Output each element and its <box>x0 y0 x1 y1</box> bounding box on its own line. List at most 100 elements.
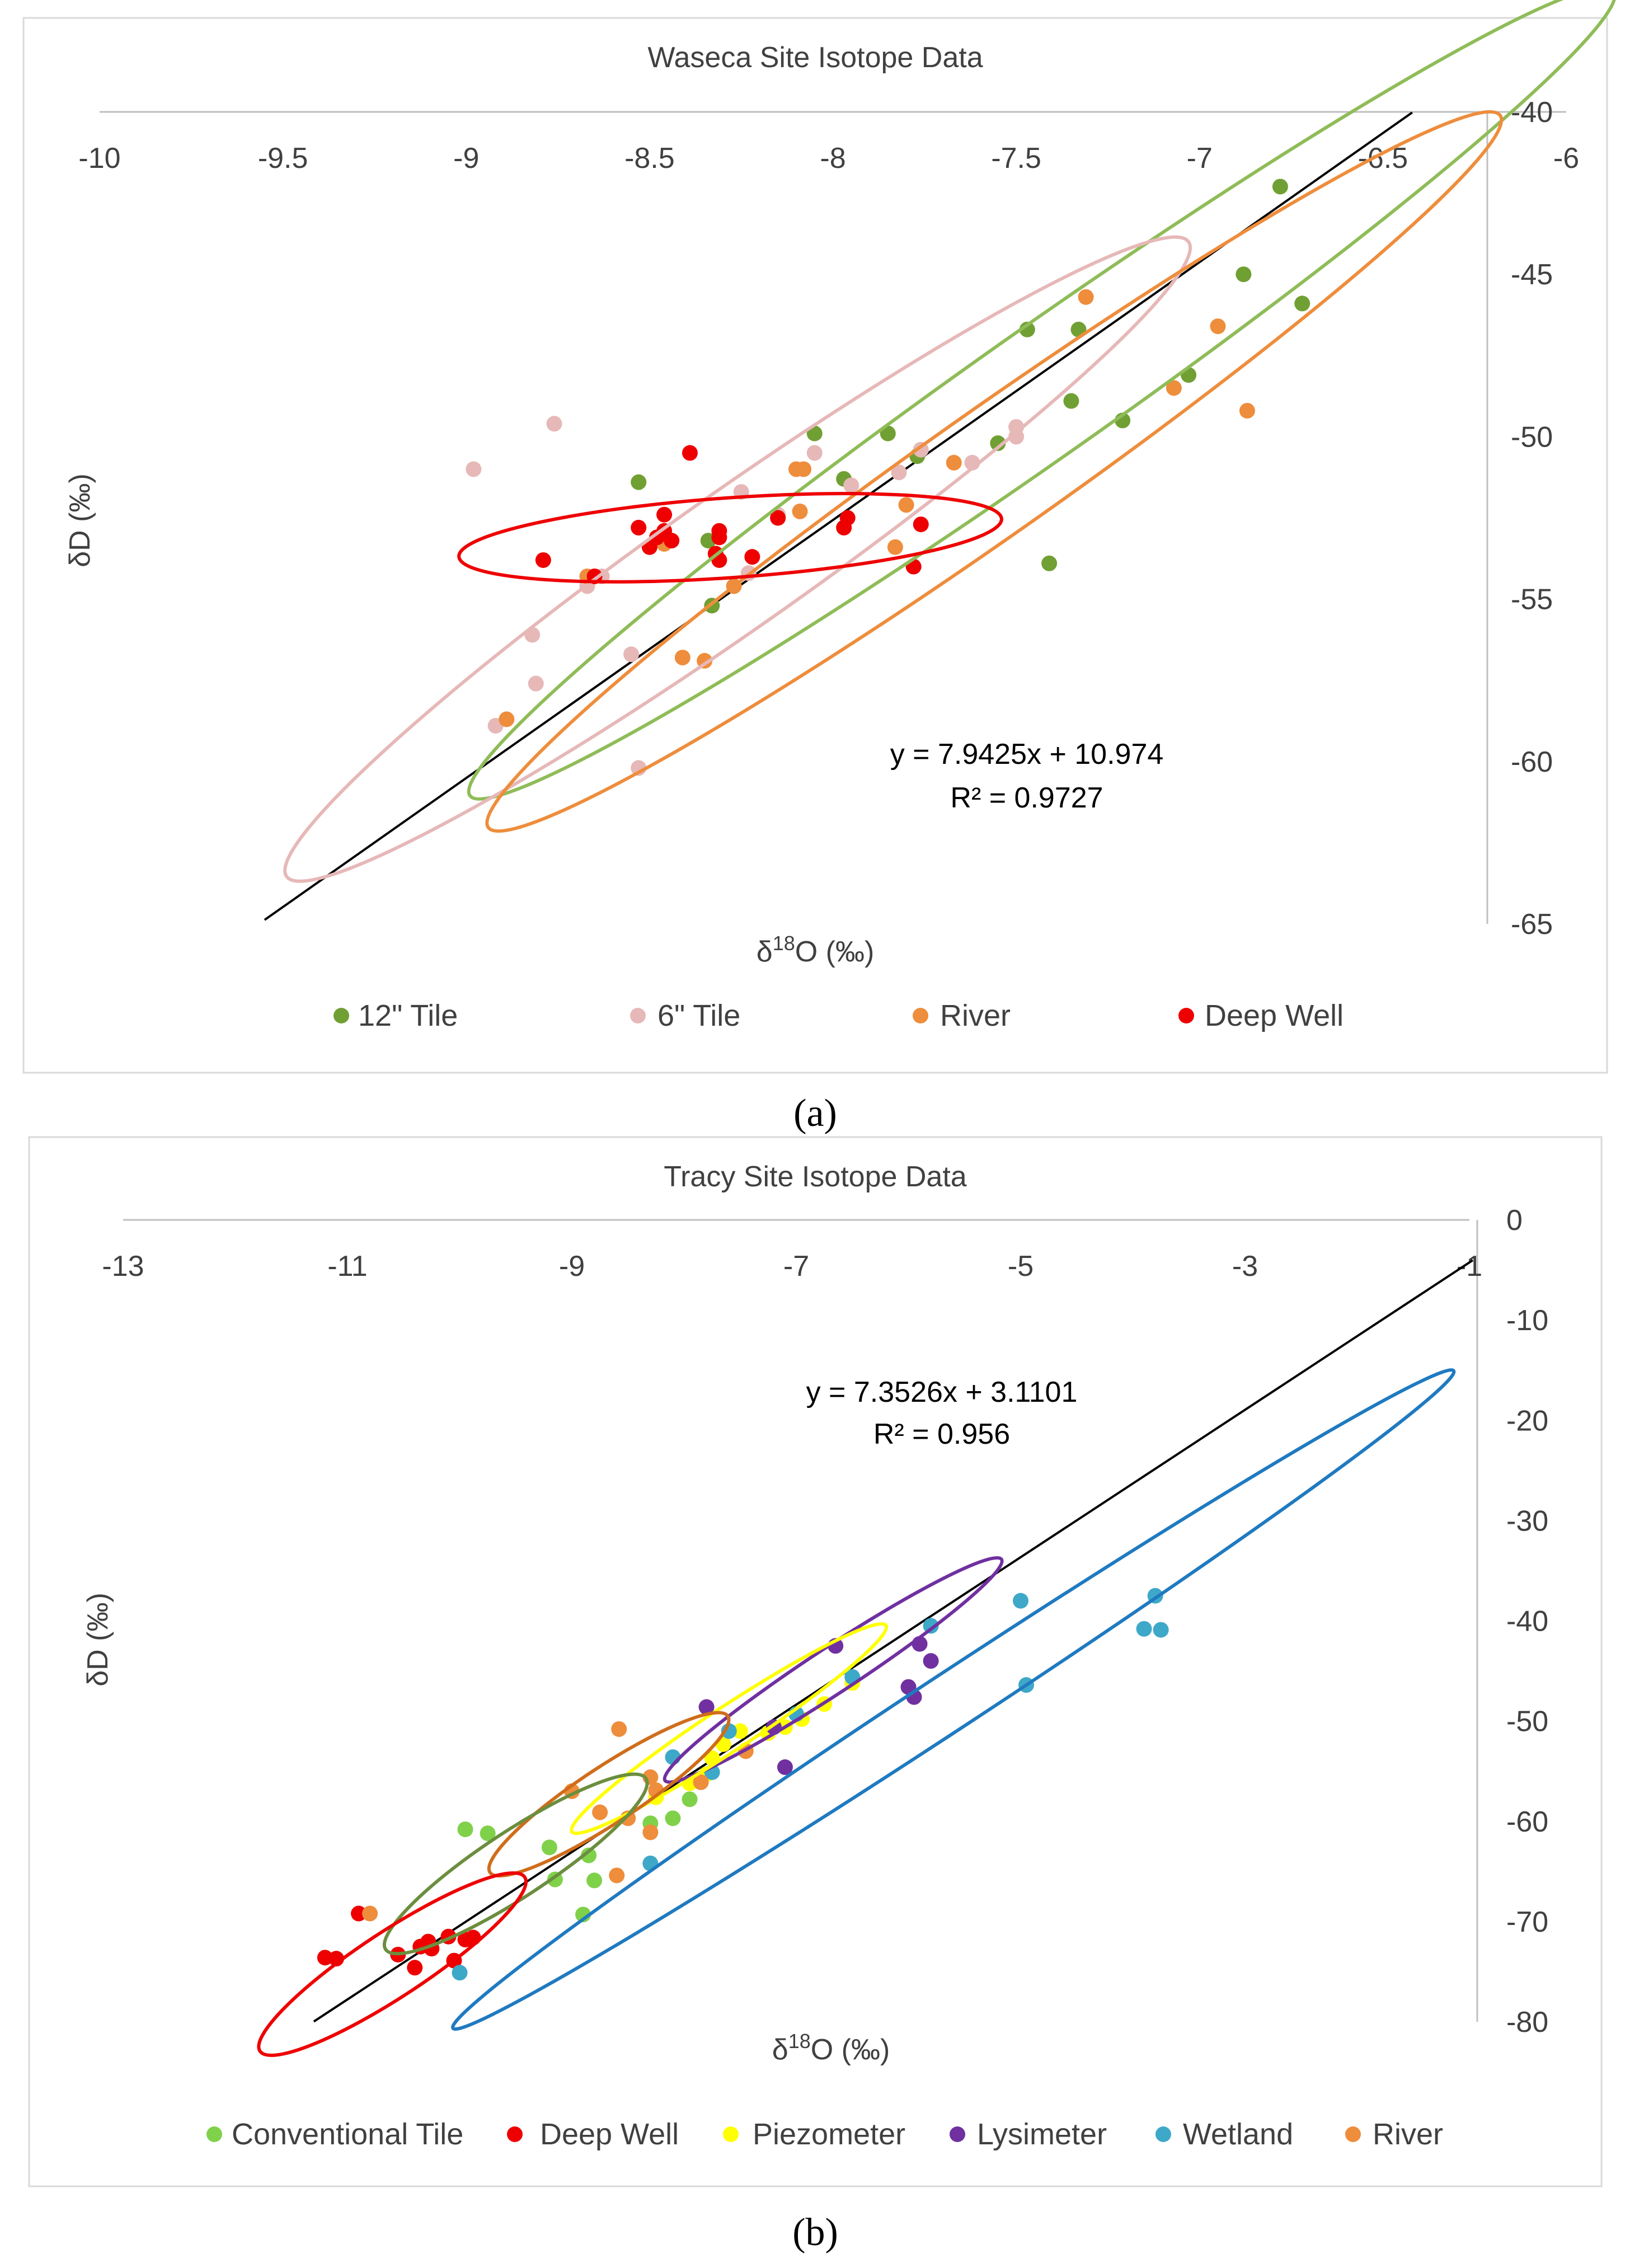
chart-b-legend-label: Piezometer <box>753 2117 905 2151</box>
chart-a-x-tick-label: -7.5 <box>991 142 1041 175</box>
chart-b-legend-item-deep-well: Deep Well <box>507 2117 679 2151</box>
chart-b-legend-label: River <box>1373 2117 1443 2151</box>
chart-a-point-river <box>898 497 914 513</box>
chart-a-point-river <box>499 711 515 727</box>
chart-b-point-river <box>592 1804 608 1820</box>
chart-a-x-tick-label: -10 <box>78 142 120 175</box>
chart-b-series-river <box>362 1721 754 1922</box>
chart-a-point-12-tile <box>880 425 896 442</box>
chart-a-legend-label: Deep Well <box>1205 999 1344 1032</box>
chart-b-y-tick-label: -80 <box>1506 2006 1548 2039</box>
chart-a-point-river <box>1239 402 1255 419</box>
chart-b-point-river <box>609 1867 625 1884</box>
chart-a-point-12-tile <box>990 435 1006 452</box>
chart-b-y-tick-label: -10 <box>1506 1304 1548 1337</box>
chart-b-frame <box>28 1136 1603 2187</box>
chart-b-legend-marker <box>950 2126 965 2142</box>
chart-a-x-tick-label: -9 <box>453 142 479 175</box>
chart-a-legend: 12" Tile 6" Tile River Deep Well <box>333 999 1344 1032</box>
chart-b-caption: (b) <box>792 2211 838 2254</box>
chart-b-point-river <box>362 1905 378 1922</box>
chart-a-point-river <box>1166 380 1182 396</box>
chart-a-x-tick-label: -7 <box>1187 142 1213 175</box>
chart-a-y-tick-label: -65 <box>1511 908 1553 941</box>
chart-b-y-tick-label: 0 <box>1506 1204 1523 1237</box>
chart-b-point-wetland <box>1013 1593 1028 1609</box>
chart-a-point-6-tile <box>1008 429 1025 445</box>
chart-b-title: Tracy Site Isotope Data <box>664 1161 967 1193</box>
chart-a-equation: y = 7.9425x + 10.974 <box>890 738 1164 771</box>
chart-b-legend-label: Conventional Tile <box>232 2117 463 2151</box>
chart-b-point-river <box>642 1824 659 1840</box>
chart-b-legend-item-conventional-tile: Conventional Tile <box>206 2117 463 2151</box>
chart-b-point-lysimeter <box>923 1653 939 1669</box>
chart-a-x-tick-label: -8 <box>820 142 845 175</box>
chart-a-point-deep-well <box>913 516 929 533</box>
chart-a-point-deep-well <box>631 519 647 536</box>
chart-a-point-deep-well <box>664 533 680 549</box>
chart-b-y-tick-label: -60 <box>1506 1806 1548 1838</box>
chart-b-trendline <box>313 1259 1474 2023</box>
chart-b-legend-marker <box>1345 2126 1361 2142</box>
chart-a-y-axis-label: δD (‰) <box>64 473 96 567</box>
chart-b-legend-item-river: River <box>1345 2117 1443 2151</box>
chart-b-y-tick-label: -20 <box>1506 1405 1548 1437</box>
chart-a-plot-area: -10 -9.5 -9 -8.5 -8 -7.5 -7 -6.5 -6-40 -45 -50 -55 -… <box>78 0 1617 941</box>
chart-a-x-tick-label: -6.5 <box>1358 142 1408 175</box>
chart-b-x-tick-label: -3 <box>1232 1250 1258 1283</box>
chart-b-point-conventional-tile <box>665 1810 681 1826</box>
chart-b-legend-marker <box>723 2126 739 2142</box>
chart-a-y-tick-label: -50 <box>1511 421 1553 453</box>
chart-a-point-6-tile <box>466 461 482 477</box>
chart-b-ellipse-conventional-tile <box>382 1772 649 1956</box>
chart-a-point-river <box>1078 289 1094 305</box>
chart-a-caption: (a) <box>793 1092 837 1135</box>
chart-b-point-deep-well <box>317 1950 333 1966</box>
chart-a-ellipse-12-tile <box>467 0 1617 801</box>
chart-a-legend-item-deep-well: Deep Well <box>1178 999 1344 1032</box>
chart-a-point-6-tile <box>806 445 823 461</box>
chart-a-legend-marker <box>913 1008 928 1023</box>
chart-a-ellipse-deep-well <box>457 492 1003 584</box>
chart-b-legend-marker <box>1155 2126 1171 2142</box>
chart-b-point-lysimeter <box>777 1759 793 1776</box>
chart-b-point-river <box>611 1721 627 1737</box>
chart-a-title: Waseca Site Isotope Data <box>647 41 983 74</box>
chart-a-y-tick-label: -40 <box>1511 96 1553 129</box>
chart-b-point-deep-well <box>351 1905 367 1922</box>
chart-a-x-axis-label: δ18O (‰) <box>757 932 875 968</box>
chart-b-legend-label: Wetland <box>1183 2117 1293 2151</box>
chart-a-point-12-tile <box>1063 393 1079 409</box>
chart-a-point-deep-well <box>711 529 727 546</box>
chart-a-legend-item-river: River <box>913 999 1011 1032</box>
chart-a-point-deep-well <box>770 510 786 526</box>
chart-b-legend-item-lysimeter: Lysimeter <box>950 2117 1107 2151</box>
chart-b-x-tick-label: -5 <box>1008 1250 1034 1283</box>
chart-b-x-axis-label: δ18O (‰) <box>772 2030 890 2066</box>
chart-a-point-river <box>946 454 962 471</box>
chart-a-point-river <box>674 650 690 666</box>
chart-b-x-tick-label: -7 <box>783 1250 809 1283</box>
chart-b-equation: y = 7.3526x + 3.1101 <box>806 1376 1078 1408</box>
chart-a-point-6-tile <box>528 675 544 692</box>
chart-a-point-12-tile <box>1294 295 1310 312</box>
chart-b-point-wetland <box>1136 1621 1152 1637</box>
chart-a-point-river <box>788 461 804 477</box>
chart-b-y-axis-label: δD (‰) <box>82 1593 114 1687</box>
chart-b-point-wetland <box>923 1618 939 1634</box>
chart-b-point-conventional-tile <box>586 1872 603 1889</box>
chart-b-x-tick-label: -9 <box>559 1250 585 1283</box>
chart-b-x-tick-label: -11 <box>327 1250 367 1283</box>
chart-a-legend-marker <box>1178 1008 1194 1023</box>
chart-a-point-river <box>792 503 808 519</box>
chart-a-x-tick-label: -6 <box>1553 142 1579 175</box>
chart-b-legend-item-wetland: Wetland <box>1155 2117 1293 2151</box>
chart-b-point-conventional-tile <box>682 1791 698 1807</box>
chart-a-y-tick-label: -55 <box>1511 584 1553 616</box>
chart-a-legend-marker <box>333 1008 349 1023</box>
chart-a-point-6-tile <box>623 646 640 663</box>
chart-b-y-tick-label: -40 <box>1506 1605 1548 1638</box>
chart-b-x-tick-label: -1 <box>1457 1250 1482 1283</box>
chart-b-point-conventional-tile <box>541 1839 557 1856</box>
